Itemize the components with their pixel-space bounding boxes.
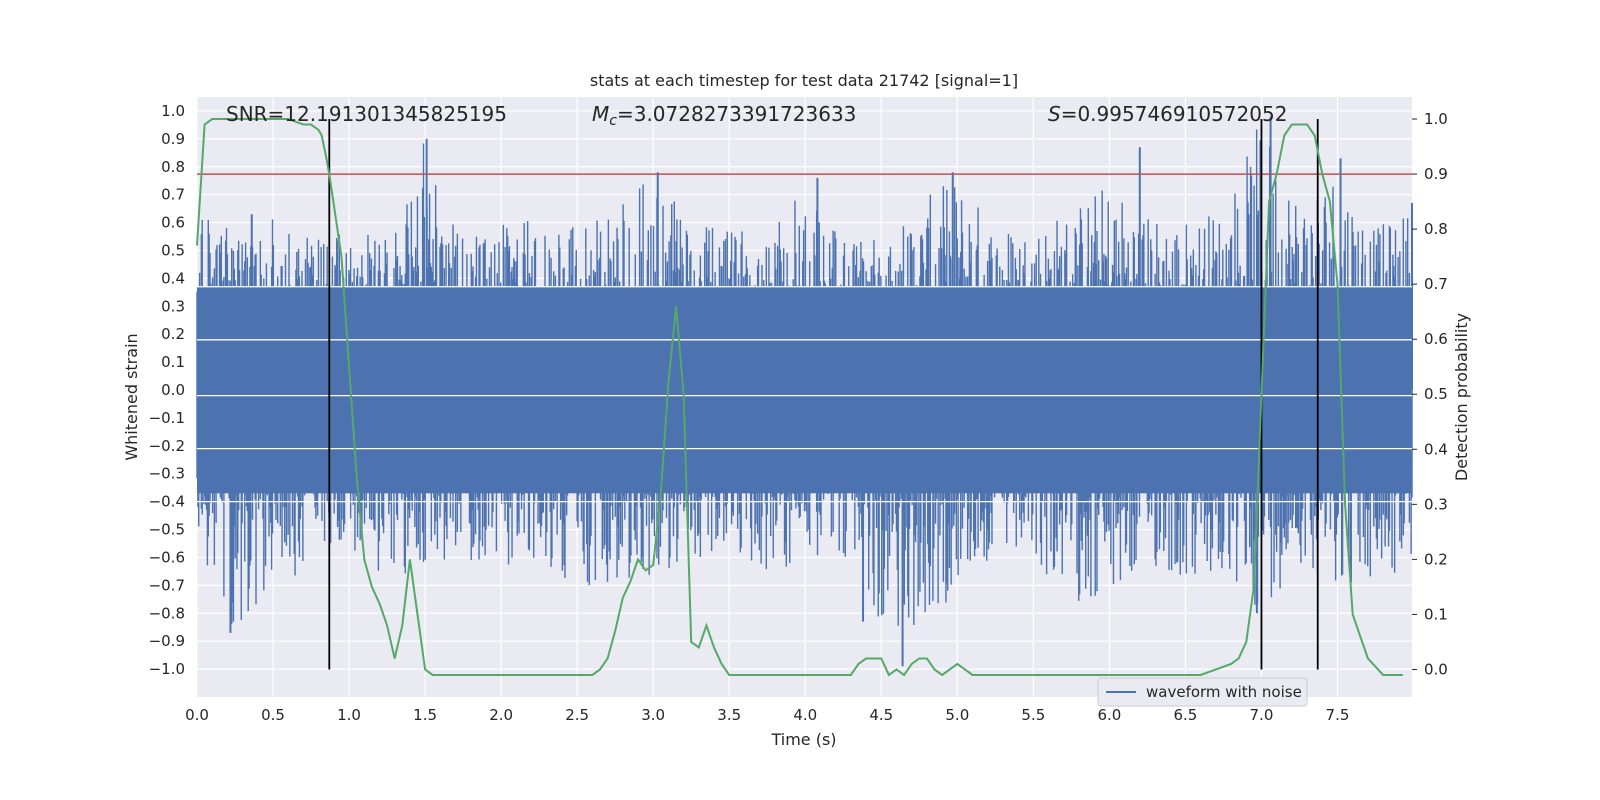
s-annotation: S=0.995746910572052 [1048, 102, 1287, 126]
y-left-tick-label: 0.6 [161, 214, 185, 232]
snr-annotation: SNR=12.191301345825195 [226, 102, 507, 126]
y-right-tick-label: 0.4 [1424, 440, 1448, 458]
x-tick-label: 7.5 [1326, 706, 1350, 724]
y-left-tick-label: −0.5 [149, 521, 185, 539]
horizontal-lines [197, 286, 1412, 503]
y-left-tick-label: −0.8 [149, 604, 185, 622]
waveform-trace [196, 129, 1413, 626]
x-tick-label: 0.0 [185, 706, 209, 724]
y-left-tick-label: −1.0 [149, 660, 185, 678]
x-tick-label: 3.5 [717, 706, 741, 724]
legend: waveform with noise [1097, 677, 1308, 707]
y-left-tick-label: 0.1 [161, 353, 185, 371]
y-right-tick-label: 0.2 [1424, 550, 1448, 568]
y-left-tick-label: 1.0 [161, 102, 185, 120]
chart-title: stats at each timestep for test data 217… [590, 71, 1018, 90]
legend-label: waveform with noise [1146, 683, 1302, 701]
detection-probability-line [196, 118, 1403, 677]
legend-box [1097, 677, 1308, 707]
x-tick-label: 2.5 [565, 706, 589, 724]
x-tick-label: 7.0 [1250, 706, 1274, 724]
waveform-series [196, 116, 1413, 667]
y-left-tick-label: 0.4 [161, 269, 185, 287]
y-right-tick-label: 0.3 [1424, 495, 1448, 513]
x-tick-label: 6.0 [1097, 706, 1121, 724]
y-right-tick-label: 0.1 [1424, 605, 1448, 623]
x-tick-label: 5.5 [1021, 706, 1045, 724]
x-tick-label: 4.0 [793, 706, 817, 724]
y-right-tick-label: 0.9 [1424, 165, 1448, 183]
y-left-tick-label: 0.9 [161, 130, 185, 148]
y-left-tick-label: 0.5 [161, 241, 185, 259]
y-right-axis-label: Detection probability [1452, 313, 1471, 481]
x-tick-label: 1.0 [337, 706, 361, 724]
chirp-mass-annotation: Mc=3.0728273391723633 [592, 102, 856, 129]
y-right-tick-label: 0.6 [1424, 330, 1448, 348]
x-tick-labels: 0.0 0.5 1.0 1.5 2.0 2.5 3.0 3.5 4.0 4.5 5.0 5.5 6.0 6… [185, 706, 1349, 724]
y-right-tick-label: 0.5 [1424, 385, 1448, 403]
x-tick-label: 4.5 [869, 706, 893, 724]
x-tick-label: 6.5 [1173, 706, 1197, 724]
y-right-tick-label: 0.0 [1424, 660, 1448, 678]
y-right-tick-label: 0.8 [1424, 220, 1448, 238]
y-left-tick-label: −0.9 [149, 632, 185, 650]
y-left-tick-label: −0.2 [149, 437, 185, 455]
y-left-tick-label: 0.0 [161, 381, 185, 399]
y-left-tick-label: 0.7 [161, 186, 185, 204]
y-left-tick-label: −0.7 [149, 576, 185, 594]
y-right-tick-label: 1.0 [1424, 110, 1448, 128]
y-left-tick-label: 0.8 [161, 158, 185, 176]
y-right-tick-label: 0.7 [1424, 275, 1448, 293]
y-left-axis-label: Whitened strain [122, 333, 141, 460]
y-left-tick-label: −0.4 [149, 493, 185, 511]
detection-probability-series [196, 118, 1403, 677]
y-left-tick-label: −0.1 [149, 409, 185, 427]
y-left-tick-label: −0.6 [149, 548, 185, 566]
y-left-tick-labels: −1.0 −0.9 −0.8 −0.7 −0.6 −0.5 −0.4 −0.3 −0.2 −0.1… [149, 102, 185, 678]
x-tick-label: 1.5 [413, 706, 437, 724]
x-tick-label: 3.0 [641, 706, 665, 724]
y-right-tick-labels: 0.0 0.1 0.2 0.3 0.4 0.5 0.6 0.7 0.8 0.9 1.0 [1412, 110, 1448, 678]
x-tick-label: 2.0 [489, 706, 513, 724]
x-tick-label: 5.0 [945, 706, 969, 724]
y-left-tick-label: 0.2 [161, 325, 185, 343]
x-tick-label: 0.5 [261, 706, 285, 724]
x-axis-label: Time (s) [770, 730, 836, 749]
y-left-tick-label: −0.3 [149, 465, 185, 483]
y-left-tick-label: 0.3 [161, 297, 185, 315]
